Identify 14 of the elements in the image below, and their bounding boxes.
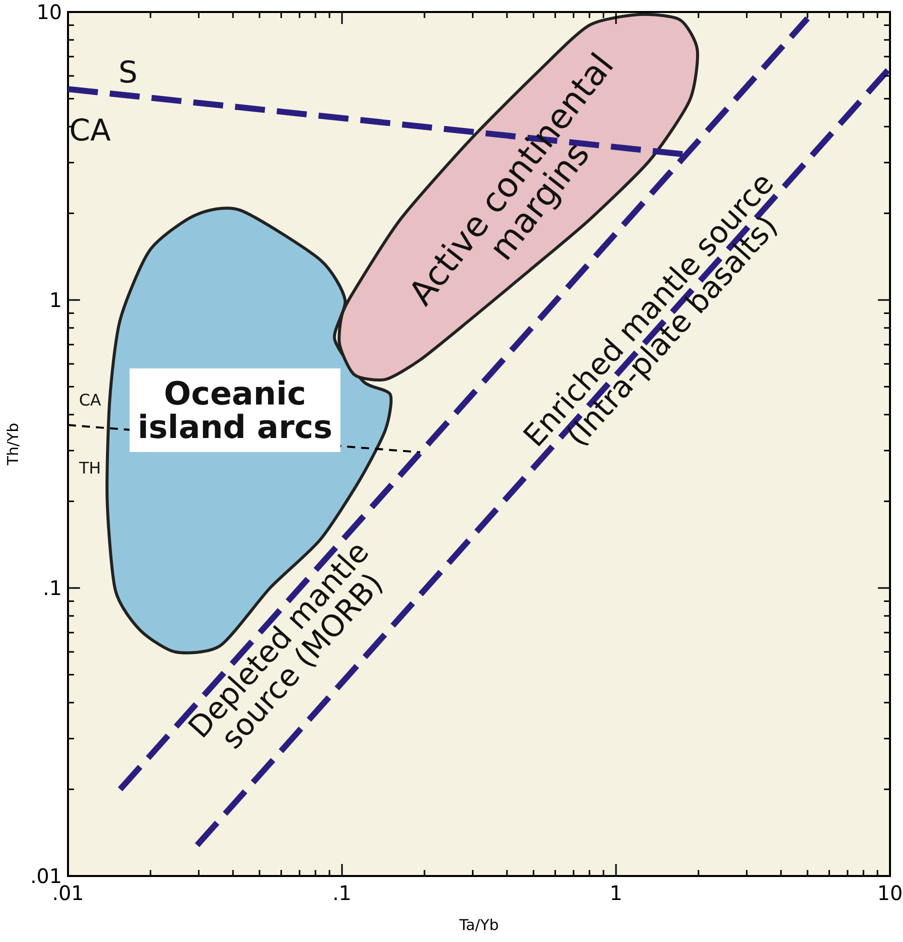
x-tick-label: 1 xyxy=(610,881,622,905)
annotation: CA xyxy=(78,390,102,410)
y-axis-title: Th/Yb xyxy=(4,422,22,466)
y-tick-label: .1 xyxy=(42,576,62,600)
x-tick-label: .1 xyxy=(332,881,352,905)
annotation: TH xyxy=(78,458,101,478)
annotation: Oceanic island arcs xyxy=(138,374,332,446)
annotation: CA xyxy=(69,114,112,148)
x-tick-label: 10 xyxy=(877,881,903,905)
annotation: S xyxy=(118,56,138,90)
y-tick-label: .01 xyxy=(30,864,62,888)
y-tick-label: 1 xyxy=(49,288,62,312)
y-tick-label: 10 xyxy=(36,0,62,24)
x-axis-title: Ta/Yb xyxy=(458,916,499,934)
